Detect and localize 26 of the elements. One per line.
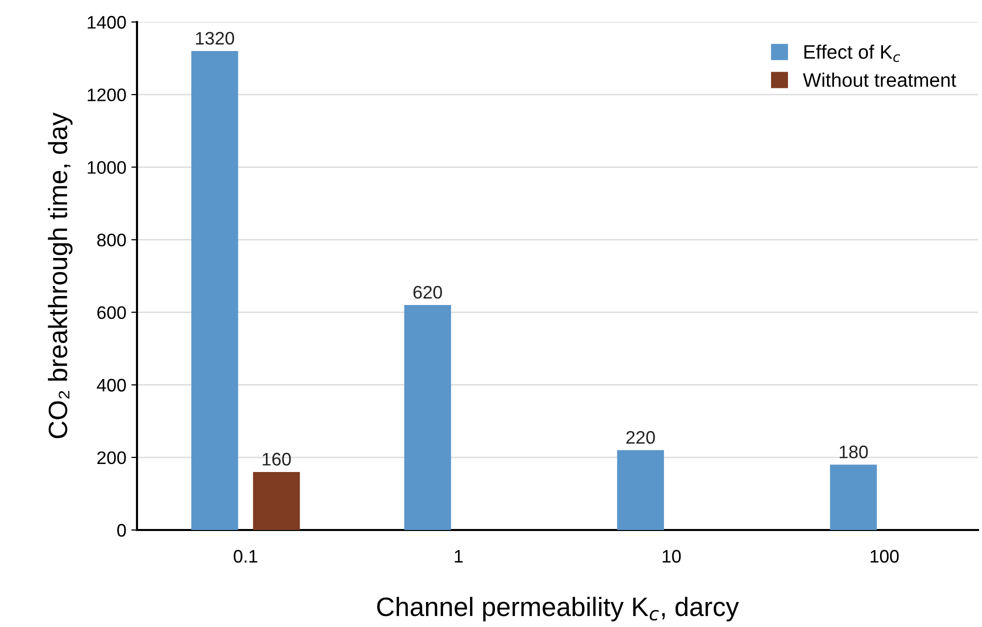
x-tick-label: 1	[454, 550, 463, 563]
y-tick-label: 200	[97, 451, 126, 464]
y-tick-label: 0	[117, 524, 126, 537]
bar	[253, 472, 300, 530]
data-label: 160	[262, 452, 291, 466]
legend-label: Without treatment	[802, 72, 956, 87]
y-tick-label: 1000	[88, 161, 126, 174]
bar	[617, 450, 664, 530]
x-tick-label: 100	[870, 550, 899, 563]
y-tick-label: 400	[96, 378, 126, 392]
x-tick-label: 10	[662, 550, 681, 563]
data-label: 620	[413, 286, 442, 299]
y-tick-label: 1400	[88, 16, 126, 29]
bar	[830, 464, 877, 530]
data-label: 1320	[196, 32, 234, 45]
data-label: 180	[840, 446, 868, 458]
data-label: 220	[626, 431, 655, 444]
bar	[191, 51, 238, 530]
x-axis-title: Channel permeability K$_{c}$, darcy	[377, 596, 739, 622]
legend-label: Effect of K$_{c}$	[804, 44, 900, 62]
y-axis-title: CO₂ breakthrough time, day	[48, 112, 73, 438]
bar	[404, 305, 452, 530]
y-tick-label: 600	[97, 306, 126, 320]
y-tick-label: 1200	[88, 88, 126, 102]
y-tick-label: 800	[97, 234, 126, 246]
x-tick-label: 0.1	[234, 550, 258, 563]
